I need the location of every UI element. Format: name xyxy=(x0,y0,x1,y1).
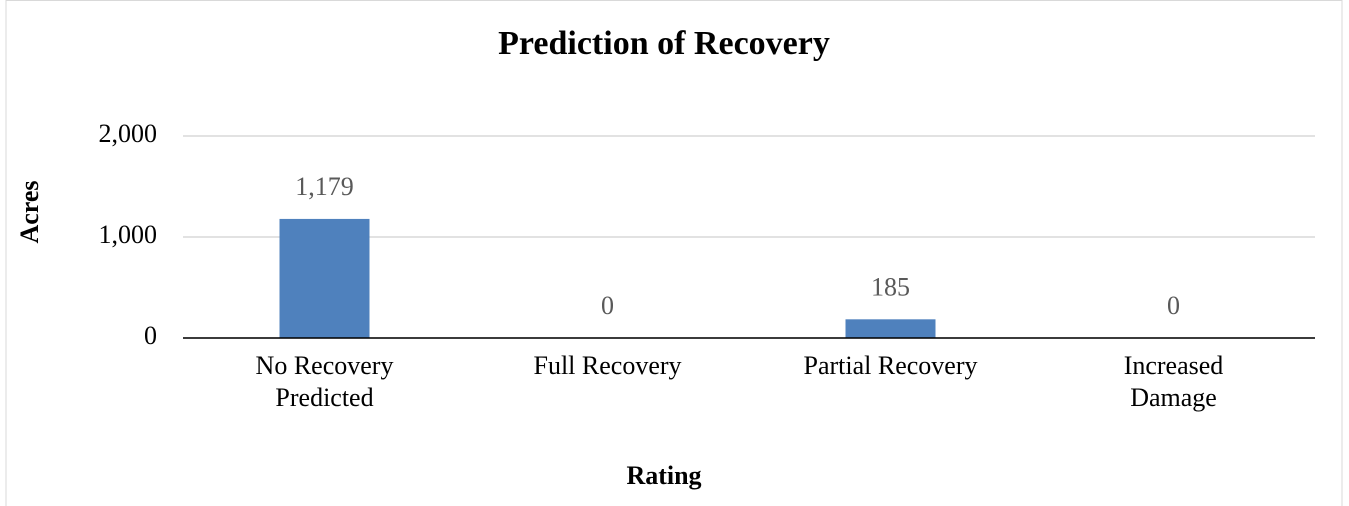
y-axis-label: Acres xyxy=(15,180,44,243)
y-tick-label: 1,000 xyxy=(99,220,158,249)
data-label: 1,179 xyxy=(295,172,354,201)
x-tick-label: No Recovery Predicted xyxy=(255,351,394,412)
y-tick-label: 2,000 xyxy=(99,119,158,148)
data-label: 185 xyxy=(871,272,910,301)
x-tick-label-box: Full Recovery xyxy=(533,351,682,380)
data-label: 0 xyxy=(601,291,614,320)
x-tick-label-box: Partial Recovery xyxy=(803,351,978,380)
chart-title: Prediction of Recovery xyxy=(498,25,830,62)
bar xyxy=(279,218,370,338)
x-tick-label: Full Recovery xyxy=(533,351,682,380)
x-tick-label-box: No Recovery Predicted xyxy=(255,351,394,412)
chart-frame xyxy=(5,0,1343,506)
x-tick-label-box: Increased Damage xyxy=(1123,351,1224,412)
x-tick-label: Partial Recovery xyxy=(803,351,978,380)
x-tick-label: Increased Damage xyxy=(1123,351,1224,412)
y-tick-label: 0 xyxy=(144,321,157,350)
x-axis-label: Rating xyxy=(626,461,701,490)
bar xyxy=(845,319,936,338)
data-label: 0 xyxy=(1167,291,1180,320)
